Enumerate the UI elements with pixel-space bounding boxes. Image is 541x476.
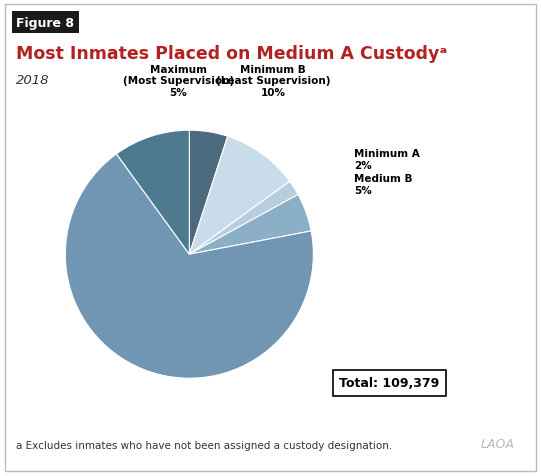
Text: LAOA: LAOA [481,437,514,450]
Text: 2018: 2018 [16,74,50,87]
Text: Most Inmates Placed on Medium A Custodyᵃ: Most Inmates Placed on Medium A Custodyᵃ [16,45,447,63]
Wedge shape [116,131,189,255]
Text: Close
10%: Close 10% [90,198,126,226]
Wedge shape [189,182,298,255]
Text: Maximum
(Most Supervision)
5%: Maximum (Most Supervision) 5% [123,64,234,98]
Wedge shape [189,195,311,255]
Wedge shape [189,137,289,255]
Text: Total: 109,379: Total: 109,379 [339,377,440,390]
Text: Figure 8: Figure 8 [16,17,74,30]
Text: Medium B
5%: Medium B 5% [354,174,413,196]
Text: Medium A
68%: Medium A 68% [157,298,227,326]
Text: Minimum B
(Least Supervision)
10%: Minimum B (Least Supervision) 10% [216,64,331,98]
Text: a Excludes inmates who have not been assigned a custody designation.: a Excludes inmates who have not been ass… [16,440,392,450]
Text: Minimum A
2%: Minimum A 2% [354,149,420,170]
Wedge shape [189,131,228,255]
Wedge shape [65,155,313,378]
